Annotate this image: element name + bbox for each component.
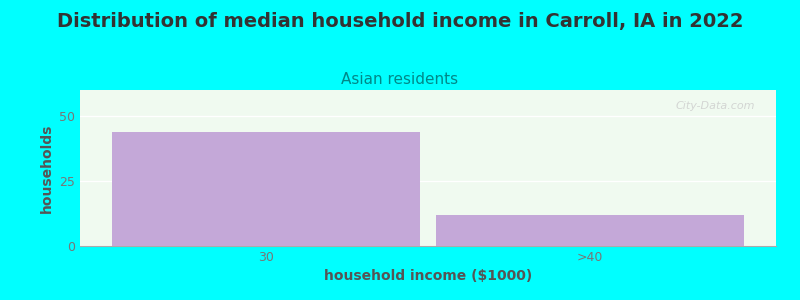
Y-axis label: households: households — [39, 123, 54, 213]
Bar — [112, 132, 420, 246]
X-axis label: household income ($1000): household income ($1000) — [324, 269, 532, 284]
Bar — [436, 215, 744, 246]
Text: Asian residents: Asian residents — [342, 72, 458, 87]
Text: City-Data.com: City-Data.com — [676, 101, 755, 111]
Text: Distribution of median household income in Carroll, IA in 2022: Distribution of median household income … — [57, 12, 743, 31]
